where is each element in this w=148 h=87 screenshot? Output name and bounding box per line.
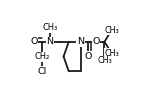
Text: CH₃: CH₃ <box>104 49 119 58</box>
Text: O: O <box>85 52 92 61</box>
Text: O: O <box>92 37 100 46</box>
Text: CH₃: CH₃ <box>42 23 58 32</box>
Text: CH₃: CH₃ <box>97 56 112 65</box>
Text: N: N <box>77 37 84 46</box>
Text: CH₂: CH₂ <box>34 52 49 61</box>
Text: Cl: Cl <box>37 67 46 76</box>
Text: CH₃: CH₃ <box>104 26 119 35</box>
Text: O: O <box>30 37 38 46</box>
Text: N: N <box>47 37 54 46</box>
